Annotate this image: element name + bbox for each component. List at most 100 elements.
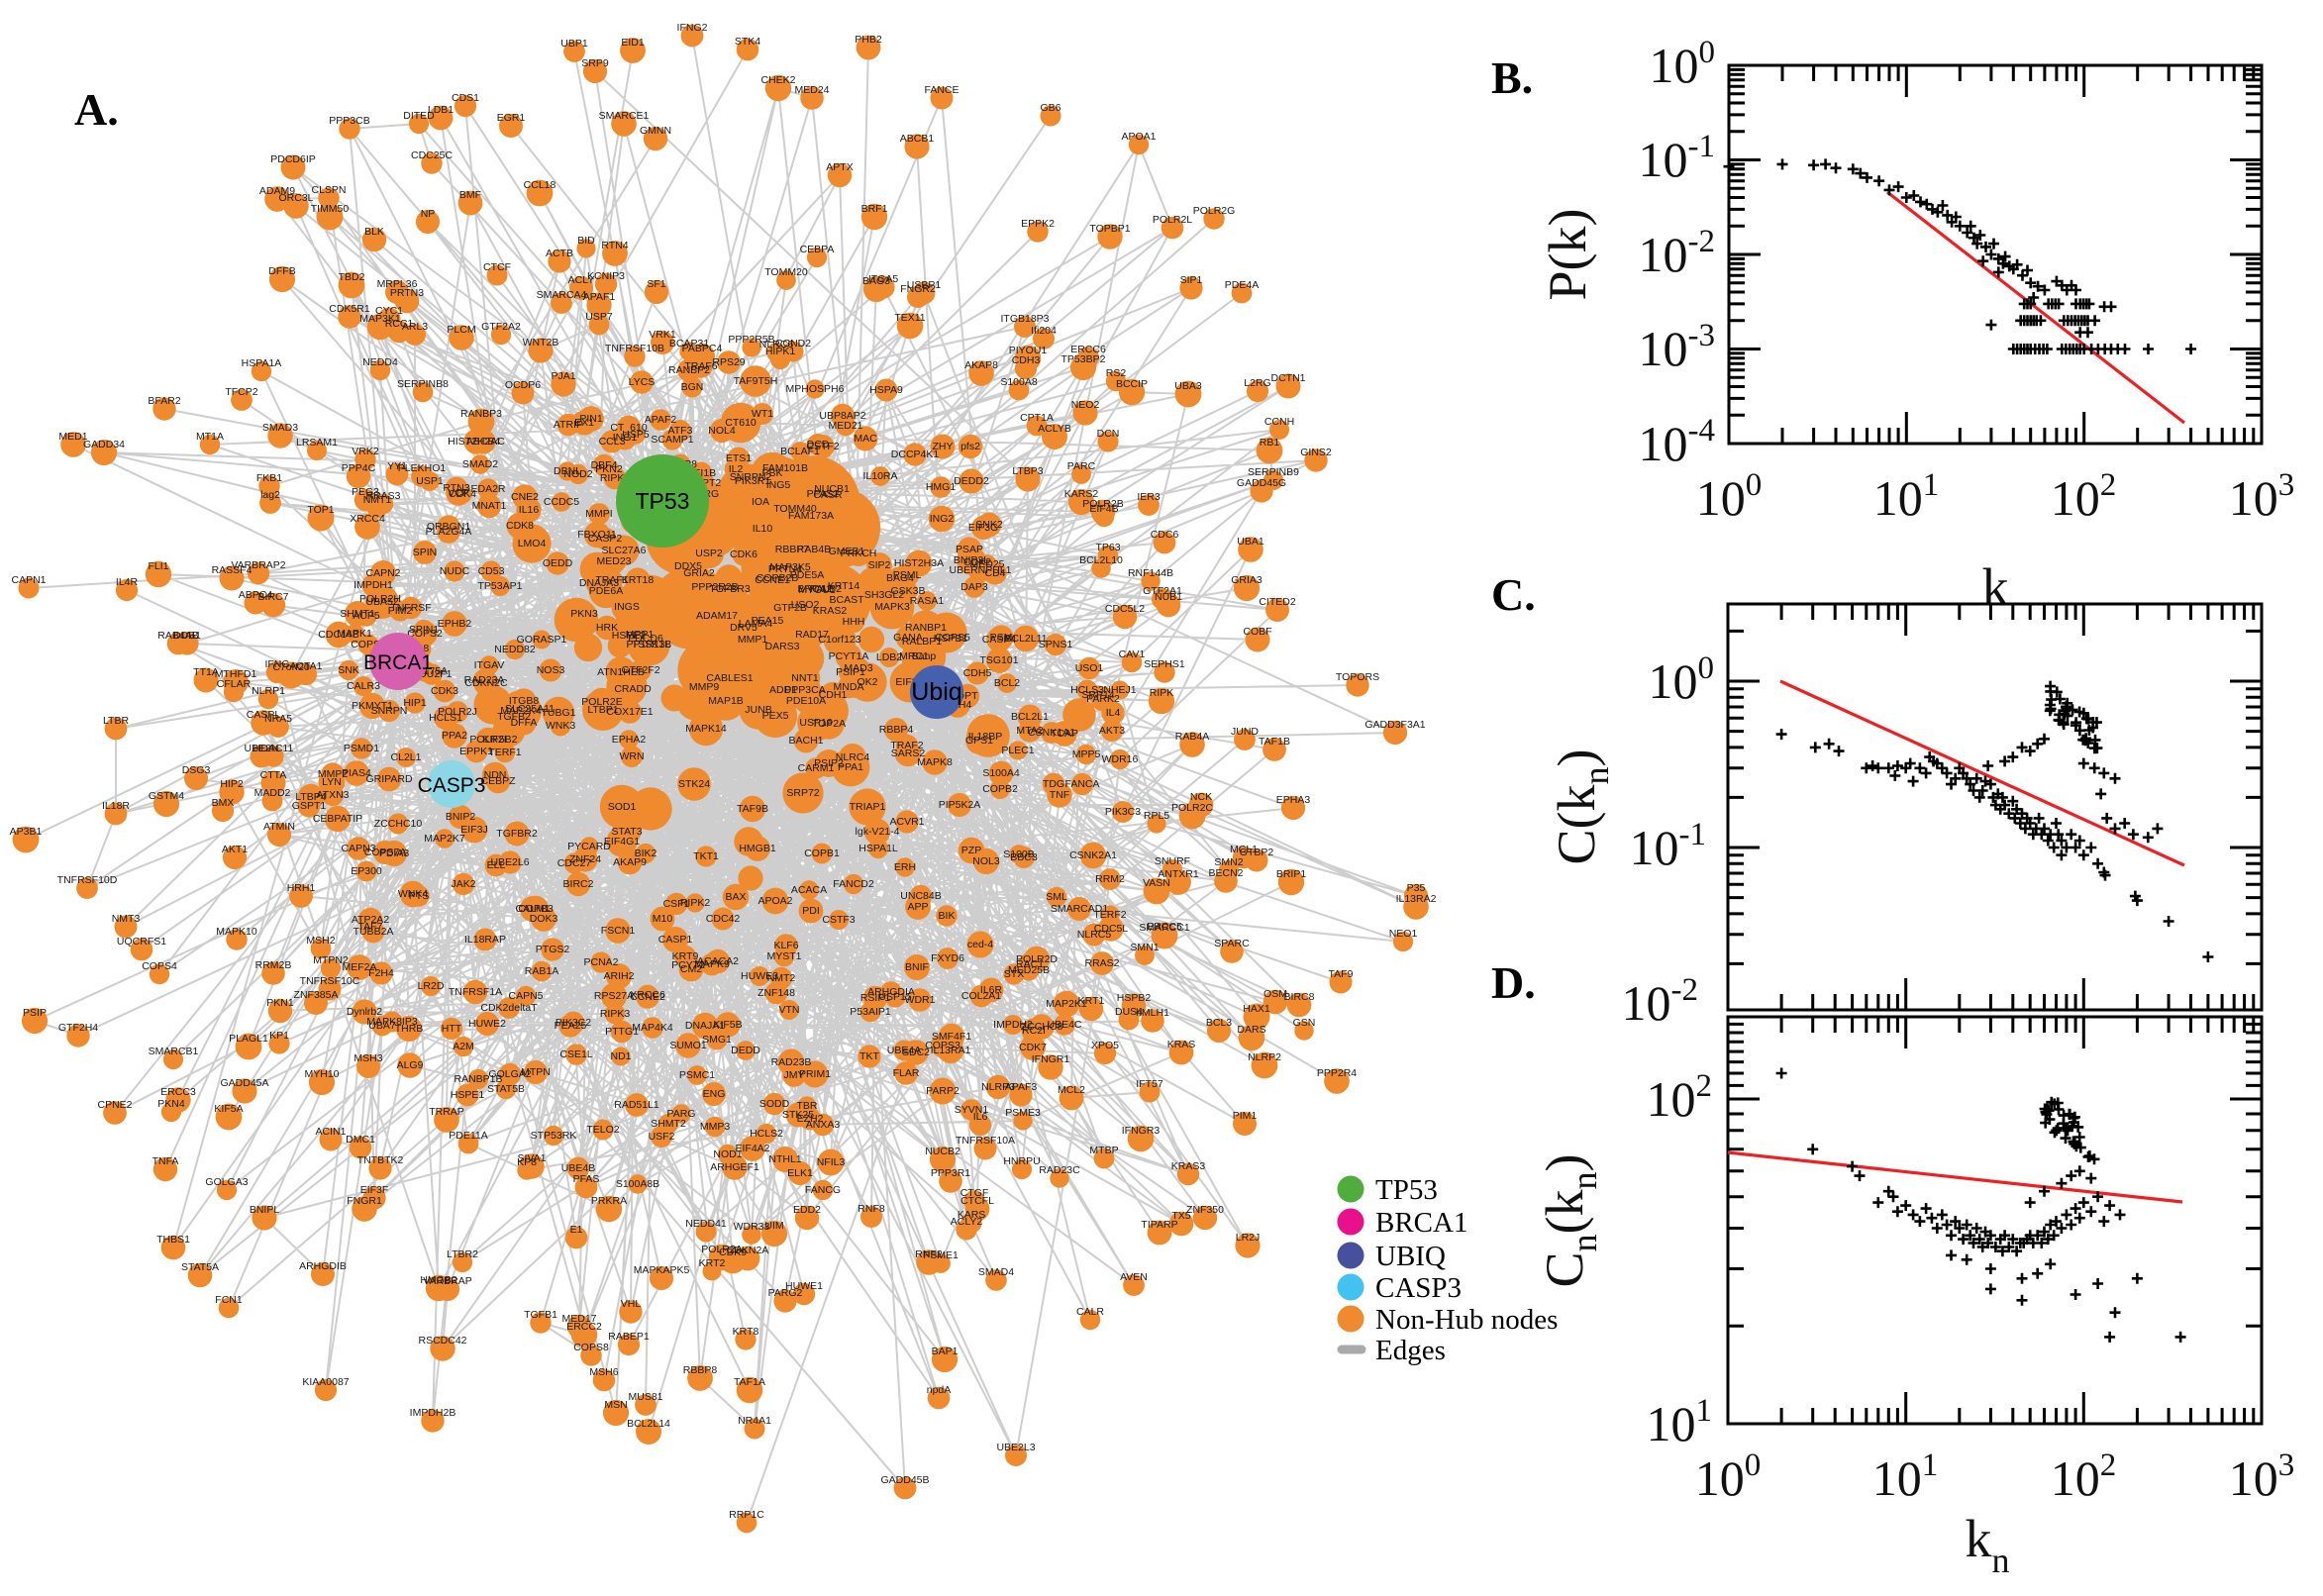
svg-text:KRT14: KRT14 [828, 580, 860, 592]
svg-text:NR4A1: NR4A1 [738, 1415, 771, 1427]
svg-text:CRADD: CRADD [614, 683, 652, 695]
svg-text:PKN4: PKN4 [157, 1098, 185, 1110]
svg-text:ADAM17: ADAM17 [696, 610, 738, 622]
svg-text:BCL2: BCL2 [994, 677, 1020, 689]
svg-text:FANCA: FANCA [1064, 778, 1099, 790]
svg-text:ced-4: ced-4 [967, 939, 993, 950]
svg-text:PIYOU1: PIYOU1 [1009, 345, 1048, 356]
svg-text:DAP3: DAP3 [960, 581, 988, 593]
svg-text:GTF2H4: GTF2H4 [58, 1022, 98, 1034]
svg-text:A2M: A2M [453, 1041, 474, 1052]
svg-text:USP2: USP2 [695, 548, 723, 559]
svg-text:MED23: MED23 [596, 555, 631, 567]
svg-text:ATXN3: ATXN3 [316, 789, 349, 801]
svg-text:ARIH2: ARIH2 [604, 970, 635, 982]
svg-text:CALR3: CALR3 [347, 680, 380, 692]
svg-text:CCNE1: CCNE1 [755, 574, 790, 586]
svg-text:A.: A. [74, 84, 119, 135]
svg-text:PCYT1A: PCYT1A [829, 650, 869, 662]
svg-text:MAD3: MAD3 [844, 662, 872, 674]
svg-text:BAG3: BAG3 [862, 275, 890, 287]
svg-text:HCLS3: HCLS3 [1070, 684, 1104, 696]
svg-text:DMC1: DMC1 [346, 1134, 375, 1146]
svg-text:BAP1: BAP1 [932, 1346, 959, 1357]
svg-text:PKN3: PKN3 [570, 608, 598, 620]
svg-text:RIPK3: RIPK3 [600, 1008, 631, 1020]
svg-text:CASP1: CASP1 [658, 934, 693, 946]
svg-text:GTF2F2: GTF2F2 [621, 664, 659, 676]
svg-text:TAF9T5H: TAF9T5H [734, 375, 778, 387]
svg-text:MAP2K4: MAP2K4 [500, 705, 542, 717]
svg-text:PPP2R4: PPP2R4 [1317, 1067, 1357, 1079]
svg-text:CSNK2A1: CSNK2A1 [1069, 849, 1117, 861]
svg-text:USP16: USP16 [799, 717, 832, 729]
svg-text:USP7: USP7 [585, 311, 613, 323]
svg-text:GADD45G: GADD45G [1237, 477, 1286, 489]
svg-text:PLA2G4A: PLA2G4A [426, 526, 472, 538]
svg-text:FLAR: FLAR [893, 1067, 920, 1079]
svg-text:SHMT1: SHMT1 [340, 608, 375, 620]
svg-text:DBF4: DBF4 [591, 459, 618, 471]
svg-text:LR2J: LR2J [1236, 1232, 1261, 1244]
svg-text:SYVN1: SYVN1 [955, 1104, 989, 1116]
svg-text:CDS1: CDS1 [452, 92, 479, 104]
svg-text:CD53: CD53 [478, 565, 505, 577]
svg-text:EIF3G: EIF3G [968, 522, 998, 534]
svg-text:TUBB2A: TUBB2A [354, 926, 394, 938]
svg-text:PPP4C: PPP4C [342, 462, 376, 474]
svg-text:KARS2: KARS2 [1064, 488, 1099, 500]
svg-text:ACACA2: ACACA2 [697, 955, 739, 967]
svg-text:DCN: DCN [1097, 428, 1120, 440]
svg-text:SOD1: SOD1 [608, 801, 637, 813]
svg-text:DNAJA1: DNAJA1 [685, 1020, 725, 1032]
svg-text:TOP2A: TOP2A [812, 718, 846, 730]
svg-text:RRAS3: RRAS3 [365, 490, 400, 502]
svg-text:S100B: S100B [1003, 848, 1035, 860]
svg-text:LRSAM1: LRSAM1 [296, 437, 338, 449]
svg-text:BAG4: BAG4 [886, 572, 914, 584]
svg-text:TBR: TBR [797, 1100, 818, 1112]
svg-text:SEPHS1: SEPHS1 [1144, 658, 1185, 670]
svg-text:IL4R: IL4R [116, 576, 139, 588]
svg-text:RSCDC42: RSCDC42 [418, 1335, 466, 1347]
svg-text:NEDD41: NEDD41 [685, 1218, 727, 1230]
svg-text:LYCS: LYCS [629, 376, 656, 388]
svg-text:RRP1C: RRP1C [729, 1509, 764, 1521]
svg-text:MTPN2: MTPN2 [313, 954, 349, 966]
svg-text:GSN: GSN [1293, 1017, 1316, 1029]
svg-text:LDB1: LDB1 [428, 104, 454, 116]
svg-text:DCCP4K1: DCCP4K1 [891, 449, 940, 460]
svg-text:COPS7A: COPS7A [364, 847, 407, 858]
svg-text:SIVA1: SIVA1 [518, 1152, 547, 1164]
svg-text:S100A8: S100A8 [1000, 376, 1038, 388]
svg-text:EZH2: EZH2 [797, 1113, 824, 1125]
svg-text:RAC1: RAC1 [1016, 958, 1044, 970]
svg-text:MTBP: MTBP [1089, 1145, 1118, 1156]
svg-text:KRAS2: KRAS2 [813, 605, 848, 617]
svg-text:VARBRAP2: VARBRAP2 [231, 559, 285, 571]
svg-text:LTBR: LTBR [103, 715, 129, 727]
svg-text:TGFB2: TGFB2 [497, 711, 531, 723]
svg-text:SUMO1: SUMO1 [669, 1040, 707, 1051]
svg-text:ETS1: ETS1 [726, 452, 752, 464]
svg-text:MED21: MED21 [828, 420, 862, 432]
svg-text:10-3: 10-3 [1639, 318, 1716, 376]
svg-text:CDK8: CDK8 [506, 520, 534, 532]
svg-text:ITGAV: ITGAV [474, 659, 505, 671]
svg-text:C(kn): C(kn) [1547, 749, 1616, 865]
svg-text:UBE4C: UBE4C [1047, 1019, 1081, 1031]
svg-text:BRIP1: BRIP1 [1276, 868, 1307, 880]
svg-text:ALG9: ALG9 [397, 1059, 424, 1071]
svg-text:WT1: WT1 [752, 408, 773, 420]
svg-text:HSPA9: HSPA9 [869, 384, 903, 396]
svg-text:IL4: IL4 [1106, 707, 1121, 719]
svg-text:TIMM50: TIMM50 [311, 203, 350, 215]
svg-text:ACTB: ACTB [546, 248, 573, 259]
svg-text:AVEN: AVEN [1120, 1271, 1148, 1283]
svg-text:CCNE2: CCNE2 [630, 991, 665, 1003]
svg-text:FNGR2: FNGR2 [900, 283, 936, 295]
svg-text:PIM1: PIM1 [1233, 1110, 1258, 1122]
svg-text:LTBP4: LTBP4 [295, 791, 326, 803]
svg-text:ELK1: ELK1 [787, 1167, 813, 1179]
svg-text:PARG: PARG [667, 1108, 696, 1120]
